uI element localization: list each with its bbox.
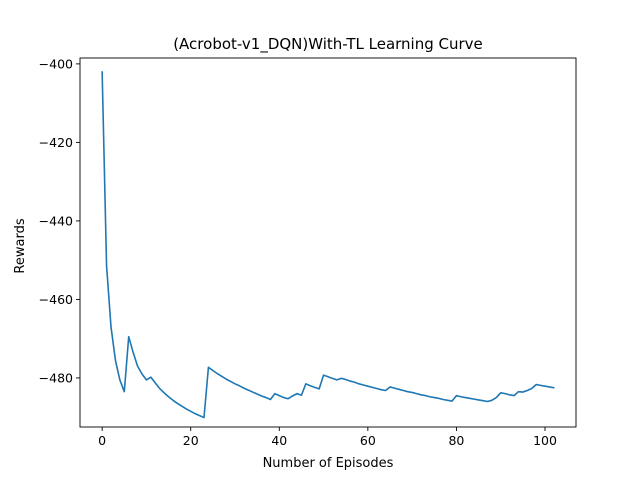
x-tick-label: 40 xyxy=(271,433,287,448)
y-tick-label: −420 xyxy=(39,135,73,150)
chart-title: (Acrobot-v1_DQN)With-TL Learning Curve xyxy=(173,35,483,54)
y-axis-label: Rewards xyxy=(13,218,28,273)
series-line xyxy=(101,70,555,419)
x-tick-label: 0 xyxy=(98,433,106,448)
y-tick-label: −480 xyxy=(39,370,73,385)
x-axis-label: Number of Episodes xyxy=(263,456,394,471)
x-tick-label: 100 xyxy=(533,433,557,448)
y-tick-label: −460 xyxy=(39,292,73,307)
y-tick-label: −400 xyxy=(39,56,73,71)
x-tick-label: 20 xyxy=(183,433,199,448)
plot-layer: 0 20 40 60 80 100 −400 −420 −440 −460 −480 xyxy=(39,56,577,448)
x-tick-label: 60 xyxy=(360,433,376,448)
plot-frame xyxy=(79,57,577,428)
y-tick-label: −440 xyxy=(39,213,73,228)
x-tick-label: 80 xyxy=(448,433,464,448)
